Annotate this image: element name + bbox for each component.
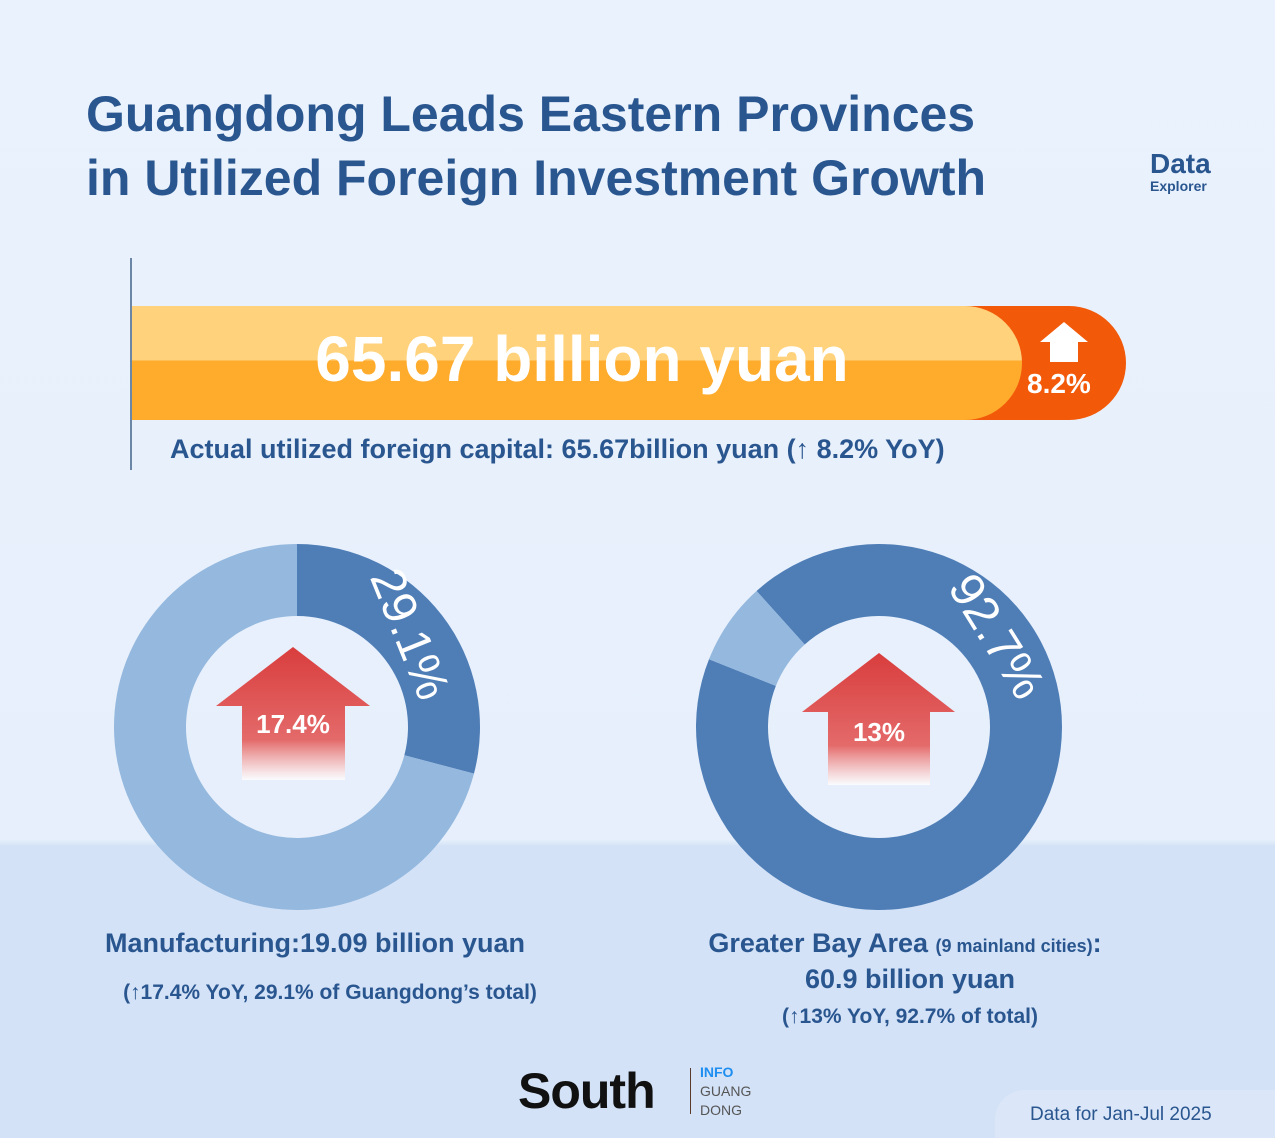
headline-value: 65.67 billion yuan (315, 323, 849, 395)
headline-growth: 8.2% (1027, 368, 1091, 399)
manufacturing-growth-label: 17.4% (256, 709, 330, 739)
logo-info: INFO (700, 1064, 734, 1080)
gba-label-text: Greater Bay Area (708, 928, 929, 958)
title-line-2: in Utilized Foreign Investment Growth (86, 150, 987, 206)
gba-label-colon: : (1092, 928, 1102, 958)
gba-sub: (↑13% YoY, 92.7% of total) (782, 1005, 1038, 1028)
donut-slice-rest (708, 591, 805, 686)
data-period-note: Data for Jan-Jul 2025 (1030, 1104, 1212, 1125)
gba-label: Greater Bay Area (9 mainland cities): (640, 926, 1170, 963)
donut-slice-rest (113, 544, 474, 910)
logo-dong: DONG (700, 1102, 742, 1118)
donut-manufacturing (113, 544, 480, 910)
headline-bar-fill (132, 306, 1022, 420)
page-title: Guangdong Leads Eastern Provinces in Uti… (86, 82, 986, 210)
logo-explorer-text: Explorer (1150, 178, 1207, 194)
gba-value: 60.9 billion yuan (804, 964, 1016, 994)
headline-bar: 65.67 billion yuan 8.2% (132, 306, 1126, 420)
title-line-1: Guangdong Leads Eastern Provinces (86, 86, 976, 142)
manufacturing-sub: (↑17.4% YoY, 29.1% of Guangdong’s total) (123, 981, 537, 1004)
logo-guang: GUANG (700, 1083, 752, 1099)
logo-data-text: Data (1150, 148, 1211, 179)
gba-label-note: (9 mainland cities) (935, 936, 1093, 956)
manufacturing-label: Manufacturing:19.09 billion yuan (104, 928, 526, 958)
donut-slice-share (695, 543, 1063, 910)
donut-gba (695, 543, 1063, 910)
logo-separator (690, 1068, 691, 1114)
arrow-up-icon (1040, 322, 1088, 362)
footer-note-background (995, 1090, 1275, 1138)
growth-arrow-icon (216, 647, 955, 785)
south-logo: South (518, 1063, 656, 1119)
gba-growth-label: 13% (853, 717, 905, 747)
headline-caption: Actual utilized foreign capital: 65.67bi… (170, 434, 945, 464)
donut-slice-share (297, 544, 480, 774)
divider (130, 258, 132, 470)
info-guangdong-logo: INFO GUANG DONG (700, 1063, 751, 1120)
data-explorer-logo: Data Explorer (1150, 148, 1211, 195)
